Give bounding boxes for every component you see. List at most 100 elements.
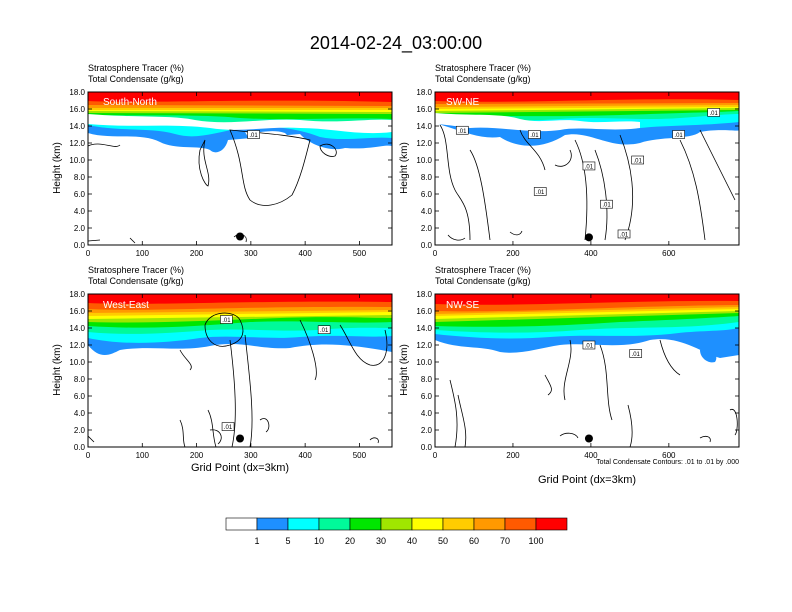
x-tick-label: 0 xyxy=(86,451,91,460)
panel-sw-ne: Stratosphere Tracer (%) Total Condensate… xyxy=(399,63,740,258)
colorbar: 1 5 10 20 30 40 50 60 70 100 xyxy=(225,517,568,546)
y-tick-label: 18.0 xyxy=(416,88,432,97)
x-tick-label: 400 xyxy=(298,451,312,460)
contour-label-box xyxy=(582,161,596,171)
y-tick-label: 12.0 xyxy=(416,139,432,148)
y-tick-label: 0.0 xyxy=(421,443,433,452)
station-marker xyxy=(236,232,244,241)
y-tick-label: 16.0 xyxy=(416,105,432,114)
y-tick-label: 4.0 xyxy=(421,207,433,216)
colorbar-swatch xyxy=(473,517,506,531)
colorbar-label: 60 xyxy=(469,536,479,546)
colorbar-swatch xyxy=(349,517,382,531)
contour-label: .01 xyxy=(709,111,718,117)
y-tick-label: 12.0 xyxy=(416,341,432,350)
colorbar-label: 100 xyxy=(528,536,543,546)
y-tick-label: 18.0 xyxy=(69,88,85,97)
y-tick-label: 12.0 xyxy=(69,139,85,148)
contour-label-box xyxy=(317,325,331,335)
station-marker xyxy=(236,434,244,443)
panel-axes: 0.0 2.0 4.0 6.0 8.0 10.0 12.0 14.0 16.0 18.0 0 100 2… xyxy=(69,290,393,460)
contour-label: .01 xyxy=(530,133,539,139)
colorbar-swatch xyxy=(225,517,258,531)
panel-title: SW-NE xyxy=(446,97,479,108)
panel-label-condensate: Total Condensate (g/kg) xyxy=(435,276,531,286)
contour-label: .01 xyxy=(222,318,231,324)
y-tick-label: 2.0 xyxy=(421,426,433,435)
contour-label-box xyxy=(533,187,547,196)
figure-title: 2014-02-24_03:00:00 xyxy=(310,33,482,54)
panel-axes: 0.0 2.0 4.0 6.0 8.0 10.0 12.0 14.0 16.0 18.0 0 200 4… xyxy=(416,88,740,258)
field-plot xyxy=(88,294,392,447)
x-tick-label: 600 xyxy=(662,451,676,460)
panel-south-north: Stratosphere Tracer (%) Total Condensate… xyxy=(52,63,393,258)
y-tick-label: 10.0 xyxy=(416,156,432,165)
panel-axes: 0.0 2.0 4.0 6.0 8.0 10.0 12.0 14.0 16.0 18.0 0 100 2… xyxy=(69,88,393,258)
y-tick-label: 14.0 xyxy=(69,324,85,333)
panel-label-tracer: Stratosphere Tracer (%) xyxy=(435,265,531,275)
y-tick-label: 12.0 xyxy=(69,341,85,350)
field-plot xyxy=(435,294,739,447)
y-tick-label: 6.0 xyxy=(421,392,433,401)
x-tick-label: 300 xyxy=(244,249,258,258)
contour-note: Total Condensate Contours: .01 to .01 by… xyxy=(596,459,739,466)
field-plot xyxy=(88,92,392,245)
panel-label-tracer: Stratosphere Tracer (%) xyxy=(435,63,531,73)
contour-label: .01 xyxy=(536,190,545,196)
y-tick-label: 18.0 xyxy=(69,290,85,299)
panel-label-tracer: Stratosphere Tracer (%) xyxy=(88,63,184,73)
contour-label: .01 xyxy=(224,425,233,431)
y-axis-label: Height (km) xyxy=(399,344,410,396)
y-tick-label: 0.0 xyxy=(421,241,433,250)
contour-label: .01 xyxy=(585,164,594,170)
contour-label-box xyxy=(220,315,233,324)
y-tick-label: 2.0 xyxy=(74,426,86,435)
x-tick-label: 200 xyxy=(190,451,204,460)
contour-label-box xyxy=(600,199,613,209)
x-tick-label: 400 xyxy=(584,249,598,258)
y-tick-label: 0.0 xyxy=(74,241,86,250)
colorbar-label: 40 xyxy=(407,536,417,546)
contour-label-box xyxy=(582,340,596,350)
contour-label-box xyxy=(455,125,469,135)
contour-label: .01 xyxy=(674,133,683,139)
y-tick-label: 16.0 xyxy=(69,105,85,114)
x-tick-label: 400 xyxy=(584,451,598,460)
y-tick-label: 14.0 xyxy=(69,122,85,131)
colorbar-label: 30 xyxy=(376,536,386,546)
contour-label: .01 xyxy=(602,203,611,209)
x-tick-label: 400 xyxy=(298,249,312,258)
y-tick-label: 8.0 xyxy=(74,173,86,182)
contour-label-box xyxy=(247,130,260,139)
contour-label-box xyxy=(617,229,631,239)
y-tick-label: 16.0 xyxy=(416,307,432,316)
y-tick-label: 4.0 xyxy=(421,409,433,418)
y-tick-label: 8.0 xyxy=(421,375,433,384)
colorbar-label: 1 xyxy=(254,536,259,546)
y-tick-label: 8.0 xyxy=(421,173,433,182)
contour-label: .01 xyxy=(585,344,594,350)
x-tick-label: 200 xyxy=(190,249,204,258)
contour-label: .01 xyxy=(320,328,329,334)
x-tick-label: 500 xyxy=(353,451,367,460)
contour-label-box xyxy=(631,155,644,165)
x-tick-label: 200 xyxy=(506,451,520,460)
contour-label: .01 xyxy=(632,352,641,358)
plot-frame xyxy=(87,293,393,448)
colorbar-label: 70 xyxy=(500,536,510,546)
colorbar-swatch xyxy=(535,517,568,531)
colorbar-swatch xyxy=(411,517,444,531)
panel-axes: 0.0 2.0 4.0 6.0 8.0 10.0 12.0 14.0 16.0 18.0 0 200 4… xyxy=(416,290,740,460)
colorbar-label: 10 xyxy=(314,536,324,546)
x-axis-label: Grid Point (dx=3km) xyxy=(191,462,289,474)
y-tick-label: 0.0 xyxy=(74,443,86,452)
panel-title: West-East xyxy=(103,300,149,311)
y-tick-label: 4.0 xyxy=(74,409,86,418)
y-axis-label: Height (km) xyxy=(52,344,63,396)
contour-label: .01 xyxy=(633,159,642,165)
y-tick-label: 14.0 xyxy=(416,122,432,131)
y-axis-label: Height (km) xyxy=(399,142,410,194)
colorbar-swatch xyxy=(504,517,537,531)
y-tick-label: 2.0 xyxy=(74,224,86,233)
